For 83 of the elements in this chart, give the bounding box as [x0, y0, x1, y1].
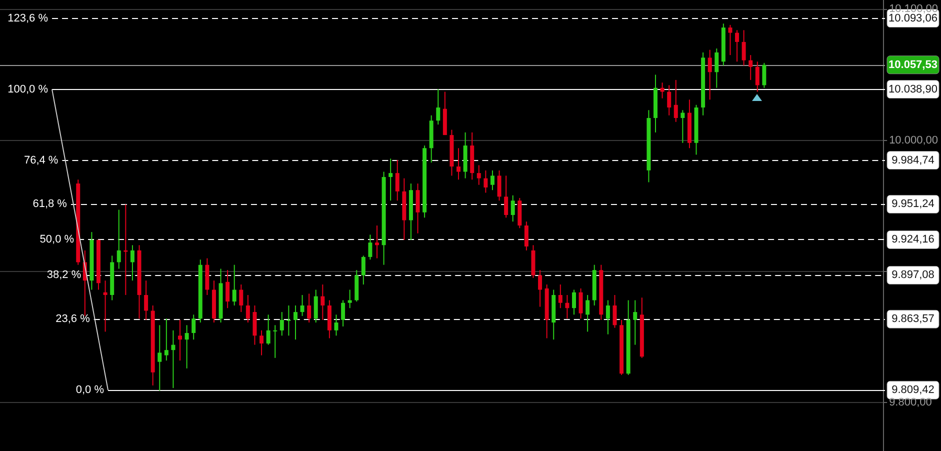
annotation: 61,8 % — [32, 198, 68, 210]
candlestick — [558, 284, 562, 309]
candlestick — [171, 330, 176, 389]
candlestick — [280, 312, 284, 336]
ref-line-label: 9.984,74 — [892, 154, 934, 166]
candlestick — [246, 294, 250, 324]
candlestick — [293, 304, 298, 340]
candlestick — [307, 293, 312, 324]
candlestick — [144, 280, 148, 320]
candlestick — [612, 294, 617, 328]
candlestick — [116, 209, 121, 270]
ref-line-label: 10.038,90 — [888, 83, 938, 96]
candlestick — [497, 170, 502, 202]
candlestick — [192, 314, 196, 340]
candlestick — [728, 24, 732, 56]
ref-line-label: 10.093,06 — [888, 12, 938, 24]
candlestick — [586, 294, 590, 332]
annotation: 38,2 % — [46, 269, 82, 282]
candlestick — [456, 148, 461, 180]
candlestick — [395, 159, 400, 202]
candlestick — [388, 158, 393, 202]
annotation: 23,6 % — [56, 313, 90, 326]
candlestick — [314, 289, 318, 324]
candlestick — [239, 284, 244, 313]
candlestick — [708, 49, 712, 100]
candlestick — [334, 314, 338, 336]
ref-line-label: 9.897,08 — [892, 269, 934, 282]
candlestick — [633, 300, 638, 346]
candlestick — [476, 164, 481, 186]
candlestick — [510, 194, 515, 222]
candlestick — [538, 270, 542, 308]
annotation: 50,0 % — [40, 234, 74, 246]
ref-line-label: 9.951,24 — [892, 198, 934, 210]
candlestick — [178, 319, 182, 362]
candlestick — [348, 289, 352, 309]
candlestick — [232, 264, 236, 306]
candlestick — [755, 61, 760, 92]
candlestick — [226, 270, 230, 309]
candlestick — [341, 300, 346, 327]
candlestick — [184, 324, 189, 369]
candlestick — [680, 110, 685, 144]
candlestick — [735, 30, 740, 62]
candlestick — [164, 318, 168, 362]
candlestick — [660, 82, 664, 99]
candlestick — [572, 289, 576, 316]
candlestick — [273, 324, 278, 358]
ref-line-label: 9.809,42 — [892, 384, 934, 396]
annotation: 100,0 % — [8, 83, 48, 96]
candlestick — [742, 30, 746, 66]
candlestick — [504, 175, 508, 218]
candlestick — [416, 183, 420, 234]
candlestick — [524, 221, 528, 251]
candlestick — [368, 234, 372, 260]
candlestick — [300, 294, 304, 316]
y-tick-label: 9.800,00 — [889, 396, 932, 408]
candlestick — [578, 288, 583, 320]
ref-line-label: 9.863,57 — [892, 313, 934, 326]
candlestick — [252, 304, 257, 346]
candlestick — [667, 84, 672, 116]
candlestick — [130, 244, 134, 282]
ref-line-label: 9.924,16 — [892, 234, 934, 246]
candlestick — [320, 284, 325, 320]
candlestick — [361, 255, 366, 285]
candlestick — [490, 170, 494, 191]
candlestick — [565, 294, 570, 320]
candlestick — [260, 330, 264, 356]
annotation: 76,4 % — [24, 154, 58, 166]
y-tick-label: 10.000,00 — [889, 134, 938, 146]
annotation: 0,0 % — [76, 384, 104, 396]
candlestick — [606, 300, 610, 335]
candlestick — [714, 48, 719, 88]
candlestick — [674, 79, 678, 122]
candlestick — [158, 324, 162, 392]
candlestick — [375, 225, 379, 259]
annotation: 123,6 % — [8, 12, 48, 24]
candlestick — [436, 88, 440, 126]
candlestick — [748, 54, 753, 80]
ref-line-label: 10.057,53 — [888, 58, 938, 71]
candlestick — [762, 62, 766, 88]
candlestick — [286, 304, 291, 336]
candlestick — [266, 314, 270, 346]
candlestick — [103, 280, 108, 332]
candlestick — [484, 170, 488, 194]
